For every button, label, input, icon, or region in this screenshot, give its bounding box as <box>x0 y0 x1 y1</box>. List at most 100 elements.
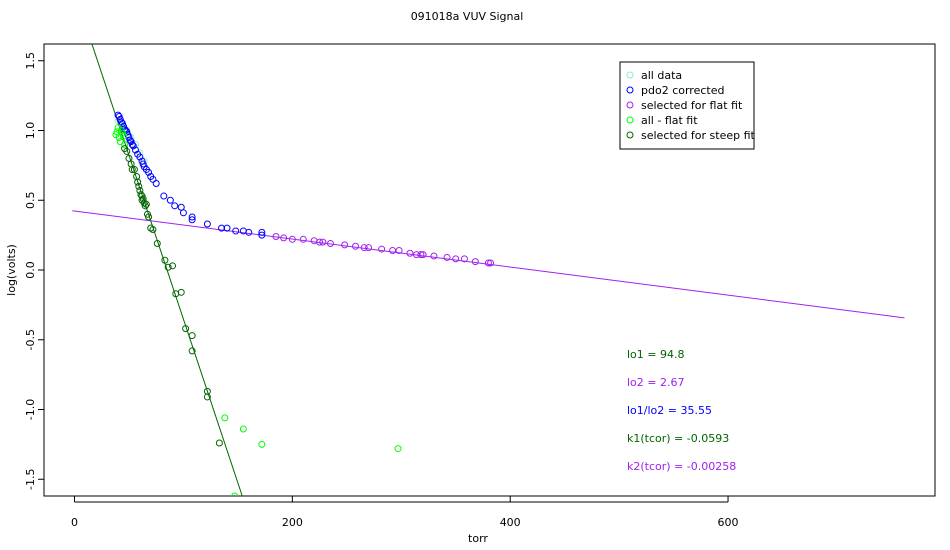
legend-label: selected for steep fit <box>641 129 756 142</box>
data-point <box>280 234 288 242</box>
y-tick-label: -1.5 <box>24 469 37 490</box>
data-point <box>179 209 187 217</box>
legend: all data pdo2 corrected selected for flat … <box>619 61 756 150</box>
data-point <box>487 259 495 267</box>
data-point <box>218 224 226 232</box>
data-point <box>128 140 136 148</box>
data-point <box>484 259 492 267</box>
data-point <box>288 235 296 243</box>
y-tick-label: 1.5 <box>24 52 37 69</box>
data-point <box>121 140 129 148</box>
plot-frame <box>43 43 936 497</box>
series-group <box>121 145 223 447</box>
data-point <box>443 253 451 261</box>
data-point <box>161 256 169 264</box>
data-point <box>231 492 239 496</box>
data-point <box>223 224 231 232</box>
y-tick-label: 1.0 <box>24 122 37 140</box>
data-point <box>460 255 468 263</box>
fit-annotation: k2(tcor) = -0.00258 <box>627 460 736 473</box>
data-point <box>182 325 190 333</box>
legend-marker <box>626 116 634 124</box>
legend-marker <box>626 86 634 94</box>
data-point <box>203 220 211 228</box>
plot-content <box>72 44 905 496</box>
data-point <box>215 439 223 447</box>
data-point <box>117 118 125 126</box>
data-point <box>341 241 349 249</box>
data-point <box>272 233 280 241</box>
data-point <box>145 213 153 221</box>
data-point <box>135 182 143 190</box>
data-point <box>188 213 196 221</box>
data-point <box>131 146 139 154</box>
data-point <box>136 153 144 161</box>
x-tick-label: 600 <box>718 516 739 529</box>
legend-marker <box>626 101 634 109</box>
plot-layer: 0 200 400 600 -1.5 -1.0 -0.5 0.0 0.5 1.0 1.5 all da… <box>24 43 936 529</box>
data-point <box>188 216 196 224</box>
x-tick-label: 0 <box>71 516 78 529</box>
x-axis-title: torr <box>468 532 488 545</box>
data-point <box>188 332 196 340</box>
data-point <box>419 251 427 259</box>
data-point <box>166 196 174 204</box>
data-point <box>188 347 196 355</box>
series-group <box>272 233 495 267</box>
data-point <box>452 255 460 263</box>
legend-marker <box>626 131 634 139</box>
data-point <box>430 252 438 260</box>
legend-label: pdo2 corrected <box>641 84 724 97</box>
data-point <box>394 445 402 453</box>
data-point <box>360 244 368 252</box>
fit-annotation: lo1 = 94.8 <box>627 348 685 361</box>
data-point <box>417 251 425 259</box>
data-point <box>258 231 266 239</box>
data-point <box>413 251 421 259</box>
legend-marker <box>626 71 634 79</box>
data-point <box>149 226 157 234</box>
data-point <box>258 228 266 236</box>
data-point <box>471 258 479 266</box>
data-point <box>406 249 414 257</box>
data-point <box>232 227 240 235</box>
series-group <box>112 124 402 496</box>
data-point <box>258 440 266 448</box>
data-point <box>395 246 403 254</box>
y-tick-label: 0.5 <box>24 191 37 209</box>
legend-label: all data <box>641 69 682 82</box>
fit-annotation: lo1/lo2 = 35.55 <box>627 404 712 417</box>
x-tick-label: 400 <box>500 516 521 529</box>
data-point <box>160 192 168 200</box>
x-tick-label: 200 <box>282 516 303 529</box>
legend-label: selected for flat fit <box>641 99 743 112</box>
data-point <box>365 244 373 252</box>
legend-box <box>619 61 755 150</box>
data-point <box>299 235 307 243</box>
data-point <box>139 195 147 203</box>
y-tick-label: -1.0 <box>24 399 37 420</box>
data-point <box>126 136 134 144</box>
data-point <box>114 111 122 119</box>
data-point <box>352 242 360 250</box>
data-point <box>177 288 185 296</box>
data-point <box>316 238 324 246</box>
data-point <box>134 178 142 186</box>
fit-line <box>72 210 905 319</box>
data-point <box>203 393 211 401</box>
data-point <box>326 239 334 247</box>
legend-label: all - flat fit <box>641 114 698 127</box>
data-point <box>120 132 128 140</box>
fit-annotations: lo1 = 94.8 lo2 = 2.67 lo1/lo2 = 35.55 k1(tc… <box>627 348 736 473</box>
data-point <box>129 142 137 150</box>
fit-annotation: k1(tcor) = -0.0593 <box>627 432 729 445</box>
data-point <box>389 246 397 254</box>
data-point <box>128 166 136 174</box>
data-point <box>141 202 149 210</box>
data-point <box>171 202 179 210</box>
data-point <box>378 245 386 253</box>
y-tick-label: -0.5 <box>24 329 37 350</box>
data-point <box>130 166 138 174</box>
